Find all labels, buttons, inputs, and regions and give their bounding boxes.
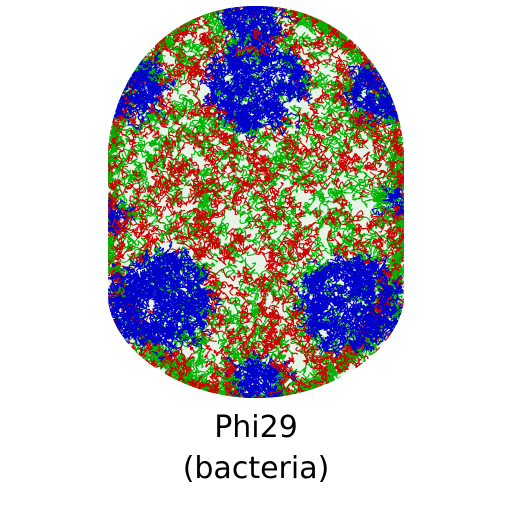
- capsid-shell: [108, 6, 404, 398]
- caption-virus-name: Phi29: [214, 410, 298, 445]
- caption-host: (bacteria): [182, 451, 330, 486]
